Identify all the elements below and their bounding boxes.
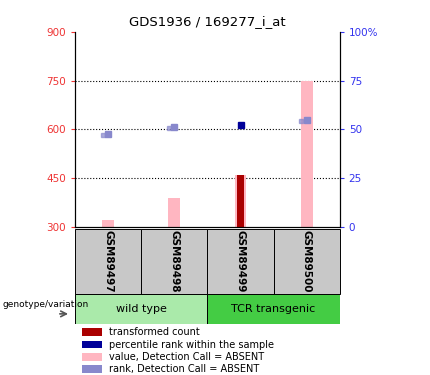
Bar — [301, 81, 313, 227]
Text: GSM89498: GSM89498 — [169, 230, 179, 293]
Title: GDS1936 / 169277_i_at: GDS1936 / 169277_i_at — [129, 15, 286, 28]
Bar — [169, 198, 180, 227]
Text: transformed count: transformed count — [109, 327, 200, 338]
Bar — [273, 229, 340, 294]
Bar — [102, 220, 114, 227]
Bar — [82, 353, 101, 361]
Text: GSM89500: GSM89500 — [301, 230, 312, 293]
Text: TCR transgenic: TCR transgenic — [231, 304, 316, 314]
Text: genotype/variation: genotype/variation — [3, 300, 89, 309]
Text: rank, Detection Call = ABSENT: rank, Detection Call = ABSENT — [109, 364, 259, 374]
Bar — [207, 294, 340, 324]
Bar — [82, 365, 101, 373]
Bar — [82, 340, 101, 348]
Bar — [82, 328, 101, 336]
Text: percentile rank within the sample: percentile rank within the sample — [109, 339, 274, 350]
Text: value, Detection Call = ABSENT: value, Detection Call = ABSENT — [109, 352, 264, 362]
Text: GSM89497: GSM89497 — [103, 230, 114, 293]
Text: wild type: wild type — [116, 304, 167, 314]
Bar — [75, 294, 207, 324]
Text: GSM89499: GSM89499 — [236, 230, 246, 293]
Bar — [75, 229, 141, 294]
Bar — [207, 229, 273, 294]
Bar — [141, 229, 208, 294]
Bar — [237, 175, 245, 227]
Bar — [235, 175, 246, 227]
